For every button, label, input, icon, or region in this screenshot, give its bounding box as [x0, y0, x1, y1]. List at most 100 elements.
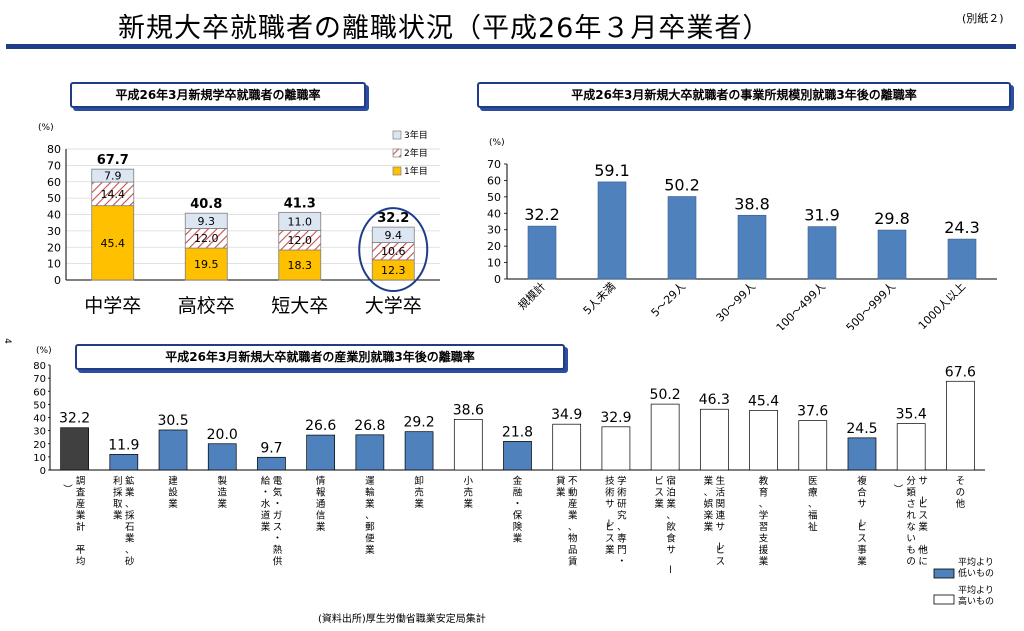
chart3-value-label: 29.2: [403, 415, 434, 431]
chart1-ytick: 80: [47, 143, 61, 156]
chart3-category-label: 複合サービス事業: [854, 475, 867, 568]
chart1-category-label: 短大卒: [271, 295, 328, 317]
chart3-category-label: 調査産業計（平均）: [61, 475, 86, 568]
chart3-value-label: 26.8: [354, 418, 385, 434]
chart1-bar-year3: [371, 226, 415, 243]
chart1-bar-year1: [91, 205, 135, 281]
chart3-value-label: 45.4: [748, 393, 779, 409]
chart2-bar: [877, 229, 907, 280]
title-rule: [6, 44, 1016, 49]
chart2-ytick: 60: [487, 174, 501, 187]
chart2-value-label: 38.8: [734, 194, 770, 213]
chart1-bar-year1: [278, 249, 322, 281]
chart3-category-label: 金融・保険業: [513, 475, 523, 545]
chart2-ytick: 40: [487, 207, 501, 220]
chart3-bar-high: [453, 418, 483, 471]
chart3-value-label: 20.0: [207, 427, 238, 443]
chart1-value-label: 45.4: [101, 237, 126, 250]
chart1-value-label: 7.9: [104, 170, 122, 183]
chart1-bar-year1: [184, 247, 228, 281]
chart3-bar-high: [699, 408, 729, 471]
chart1-legend-swatch: [392, 166, 402, 176]
chart3-bar-high: [946, 380, 975, 471]
chart1-value-label: 12.3: [381, 264, 406, 277]
chart1-value-label: 9.4: [385, 229, 403, 242]
chart3-value-label: 38.6: [453, 402, 484, 418]
chart3-category-label: 卸売業: [414, 475, 424, 510]
chart1-legend-swatch: [392, 130, 402, 140]
chart3-category-label: 情報通信業: [316, 475, 326, 533]
legend-high-label-1: 平均より: [958, 584, 994, 596]
chart3-value-label: 67.6: [945, 364, 976, 380]
chart2-ytick: 0: [494, 273, 501, 286]
chart3-ytick: 0: [40, 466, 46, 477]
chart1-value-label: 9.3: [198, 215, 216, 228]
chart1-legend-swatch: [392, 148, 402, 158]
chart1-legend-label: 2年目: [404, 147, 428, 159]
education-stacked-bar-chart: (%) 0 10 20 30 40 50 60 70 80 45.4 14.4 7.9 67.7 中学卒 19…: [38, 123, 440, 317]
chart1-ytick: 50: [47, 192, 61, 205]
chart3-unit: (%): [36, 346, 52, 356]
chart3-ytick: 30: [33, 427, 46, 438]
chart1-unit: (%): [38, 123, 54, 133]
chart1-total-label: 32.2: [377, 211, 409, 226]
chart3-bar-low: [257, 456, 286, 471]
chart3-title: 平成26年3月新規大卒就職者の産業別就職3年後の離職率: [75, 344, 565, 370]
chart2-value-label: 32.2: [524, 205, 560, 224]
chart3-category-label: 不動産業、物品賃貸業: [556, 475, 578, 568]
chart3-value-label: 30.5: [157, 413, 188, 429]
chart3-category-label: 生活関連サービス業、娯楽業: [704, 475, 726, 568]
chart2-ytick: 50: [487, 191, 501, 204]
source-note: (資料出所)厚生労働省職業安定局集計: [318, 614, 486, 625]
chart3-bar-high: [601, 426, 631, 471]
chart2-category-label: 規模計: [515, 279, 548, 312]
chart3-category-label: 建設業: [168, 475, 178, 510]
chart1-bar-year3: [278, 211, 322, 231]
chart1-ytick: 20: [47, 241, 61, 254]
chart3-value-label: 35.4: [896, 407, 927, 423]
chart2-bar: [597, 181, 627, 280]
chart3-bar-low: [109, 454, 139, 471]
chart2-bar: [527, 225, 557, 280]
chart1-legend-label: 1年目: [404, 165, 428, 177]
chart2-unit: (%): [489, 138, 505, 148]
chart2-title: 平成26年3月新規大卒就職者の事業所規模別就職3年後の離職率: [477, 82, 1011, 108]
chart3-bar-high: [798, 420, 828, 471]
chart1-ytick: 30: [47, 225, 61, 238]
chart3-category-label: 製造業: [217, 475, 227, 510]
chart2-category-label: 1000人以上: [916, 280, 968, 330]
chart3-bar-low: [207, 443, 237, 471]
chart2-ytick: 10: [487, 257, 501, 270]
chart2-value-label: 59.1: [594, 161, 630, 180]
chart3-bar-low: [503, 441, 532, 471]
chart3-ytick: 70: [33, 374, 46, 385]
legend-high-label-2: 高いもの: [958, 595, 994, 607]
chart3-bar-low: [355, 434, 385, 471]
chart1-value-label: 14.4: [101, 188, 126, 201]
chart3-category-label: 教育、学習支援業: [759, 475, 769, 568]
chart3-value-label: 34.9: [551, 407, 582, 423]
chart3-value-label: 37.6: [797, 404, 828, 420]
chart2-ytick: 20: [487, 240, 501, 253]
chart3-bar-average: [60, 427, 89, 471]
chart3-value-label: 9.7: [260, 440, 282, 456]
legend-low-label-1: 平均より: [958, 556, 994, 568]
chart1-value-label: 11.0: [288, 215, 313, 228]
chart3-bar-high: [552, 423, 582, 471]
legend-high-swatch: [933, 594, 955, 605]
chart2-category-label: 100～499人: [774, 280, 828, 330]
chart1-ytick: 0: [54, 274, 61, 287]
chart3-category-label: 電気・ガス・熱供給・水道業: [261, 475, 283, 568]
chart3-ytick: 80: [33, 361, 46, 372]
chart1-bar-year3: [91, 168, 135, 183]
chart3-value-label: 26.6: [305, 418, 336, 434]
chart3-value-label: 11.9: [108, 437, 139, 453]
chart1-total-label: 41.3: [284, 196, 316, 211]
chart3-category-label: 小売業: [464, 476, 474, 510]
chart2-category-label: 5～29人: [649, 280, 689, 320]
chart3-bar-low: [404, 431, 434, 471]
chart3-bar-high: [896, 423, 926, 471]
chart1-category-label: 高校卒: [178, 295, 235, 317]
chart2-bar: [667, 196, 697, 280]
chart2-value-label: 29.8: [874, 209, 910, 228]
